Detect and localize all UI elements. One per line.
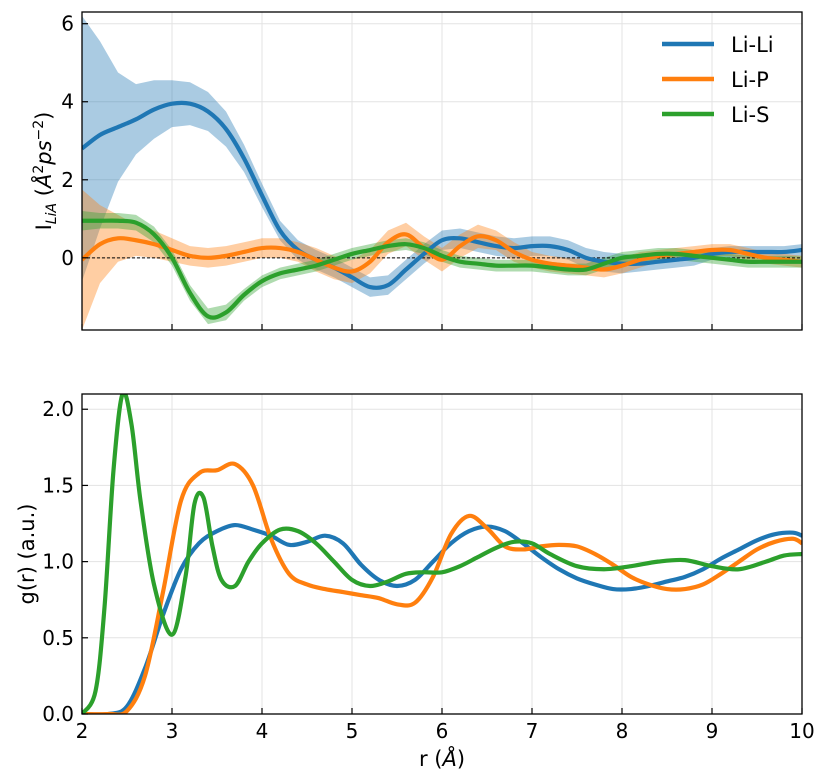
x-tick-label: 8 bbox=[616, 719, 629, 743]
line-li-li bbox=[82, 100, 802, 290]
y-tick-label: 1.5 bbox=[42, 473, 74, 497]
line-li-s bbox=[82, 394, 802, 714]
bottom-y-tick-labels: 0.0 0.5 1.0 1.5 2.0 bbox=[42, 397, 74, 726]
x-axis-label: r (Å) bbox=[419, 745, 465, 771]
x-tick-label: 2 bbox=[76, 719, 89, 743]
x-tick-label: 6 bbox=[436, 719, 449, 743]
y-tick-label: 0.5 bbox=[42, 626, 74, 650]
top-y-axis-label: ILiA (Å2ps−2) bbox=[30, 112, 60, 231]
x-tick-label: 7 bbox=[526, 719, 539, 743]
x-tick-label: 9 bbox=[706, 719, 719, 743]
top-panel-current-correlation: 0 2 4 6 ILiA (Å2ps−2) Li-Li Li-P Li-S bbox=[30, 11, 803, 331]
top-grid bbox=[81, 12, 803, 330]
y-tick-label: 4 bbox=[61, 90, 74, 114]
y-tick-label: 6 bbox=[61, 12, 74, 36]
x-tick-label: 4 bbox=[256, 719, 269, 743]
legend-label-li-s: Li-S bbox=[731, 103, 769, 127]
x-tick-label: 5 bbox=[346, 719, 359, 743]
y-tick-label: 2.0 bbox=[42, 397, 74, 421]
legend-label-li-li: Li-Li bbox=[731, 33, 774, 57]
x-tick-labels: 2 3 4 5 6 7 8 9 10 bbox=[76, 719, 815, 743]
top-y-tick-labels: 0 2 4 6 bbox=[61, 12, 74, 270]
x-tick-label: 10 bbox=[789, 719, 814, 743]
legend: Li-Li Li-P Li-S bbox=[662, 33, 774, 127]
x-tick-label: 3 bbox=[166, 719, 179, 743]
top-tick-marks bbox=[81, 23, 803, 330]
legend-label-li-p: Li-P bbox=[731, 68, 769, 92]
y-tick-label: 2 bbox=[61, 168, 74, 192]
bottom-y-axis-label: g(r) (a.u.) bbox=[15, 504, 39, 605]
top-series-lines bbox=[82, 100, 802, 320]
line-li-p bbox=[82, 461, 802, 714]
bottom-tick-marks bbox=[81, 408, 803, 715]
bottom-series-lines bbox=[82, 394, 802, 714]
bottom-panel-rdf: 0.0 0.5 1.0 1.5 2.0 2 3 4 5 6 7 8 9 10 g(r) (a.u.) r… bbox=[15, 393, 815, 771]
y-tick-label: 0 bbox=[61, 246, 74, 270]
y-tick-label: 0.0 bbox=[42, 702, 74, 726]
y-tick-label: 1.0 bbox=[42, 550, 74, 574]
line-li-s bbox=[82, 218, 802, 320]
